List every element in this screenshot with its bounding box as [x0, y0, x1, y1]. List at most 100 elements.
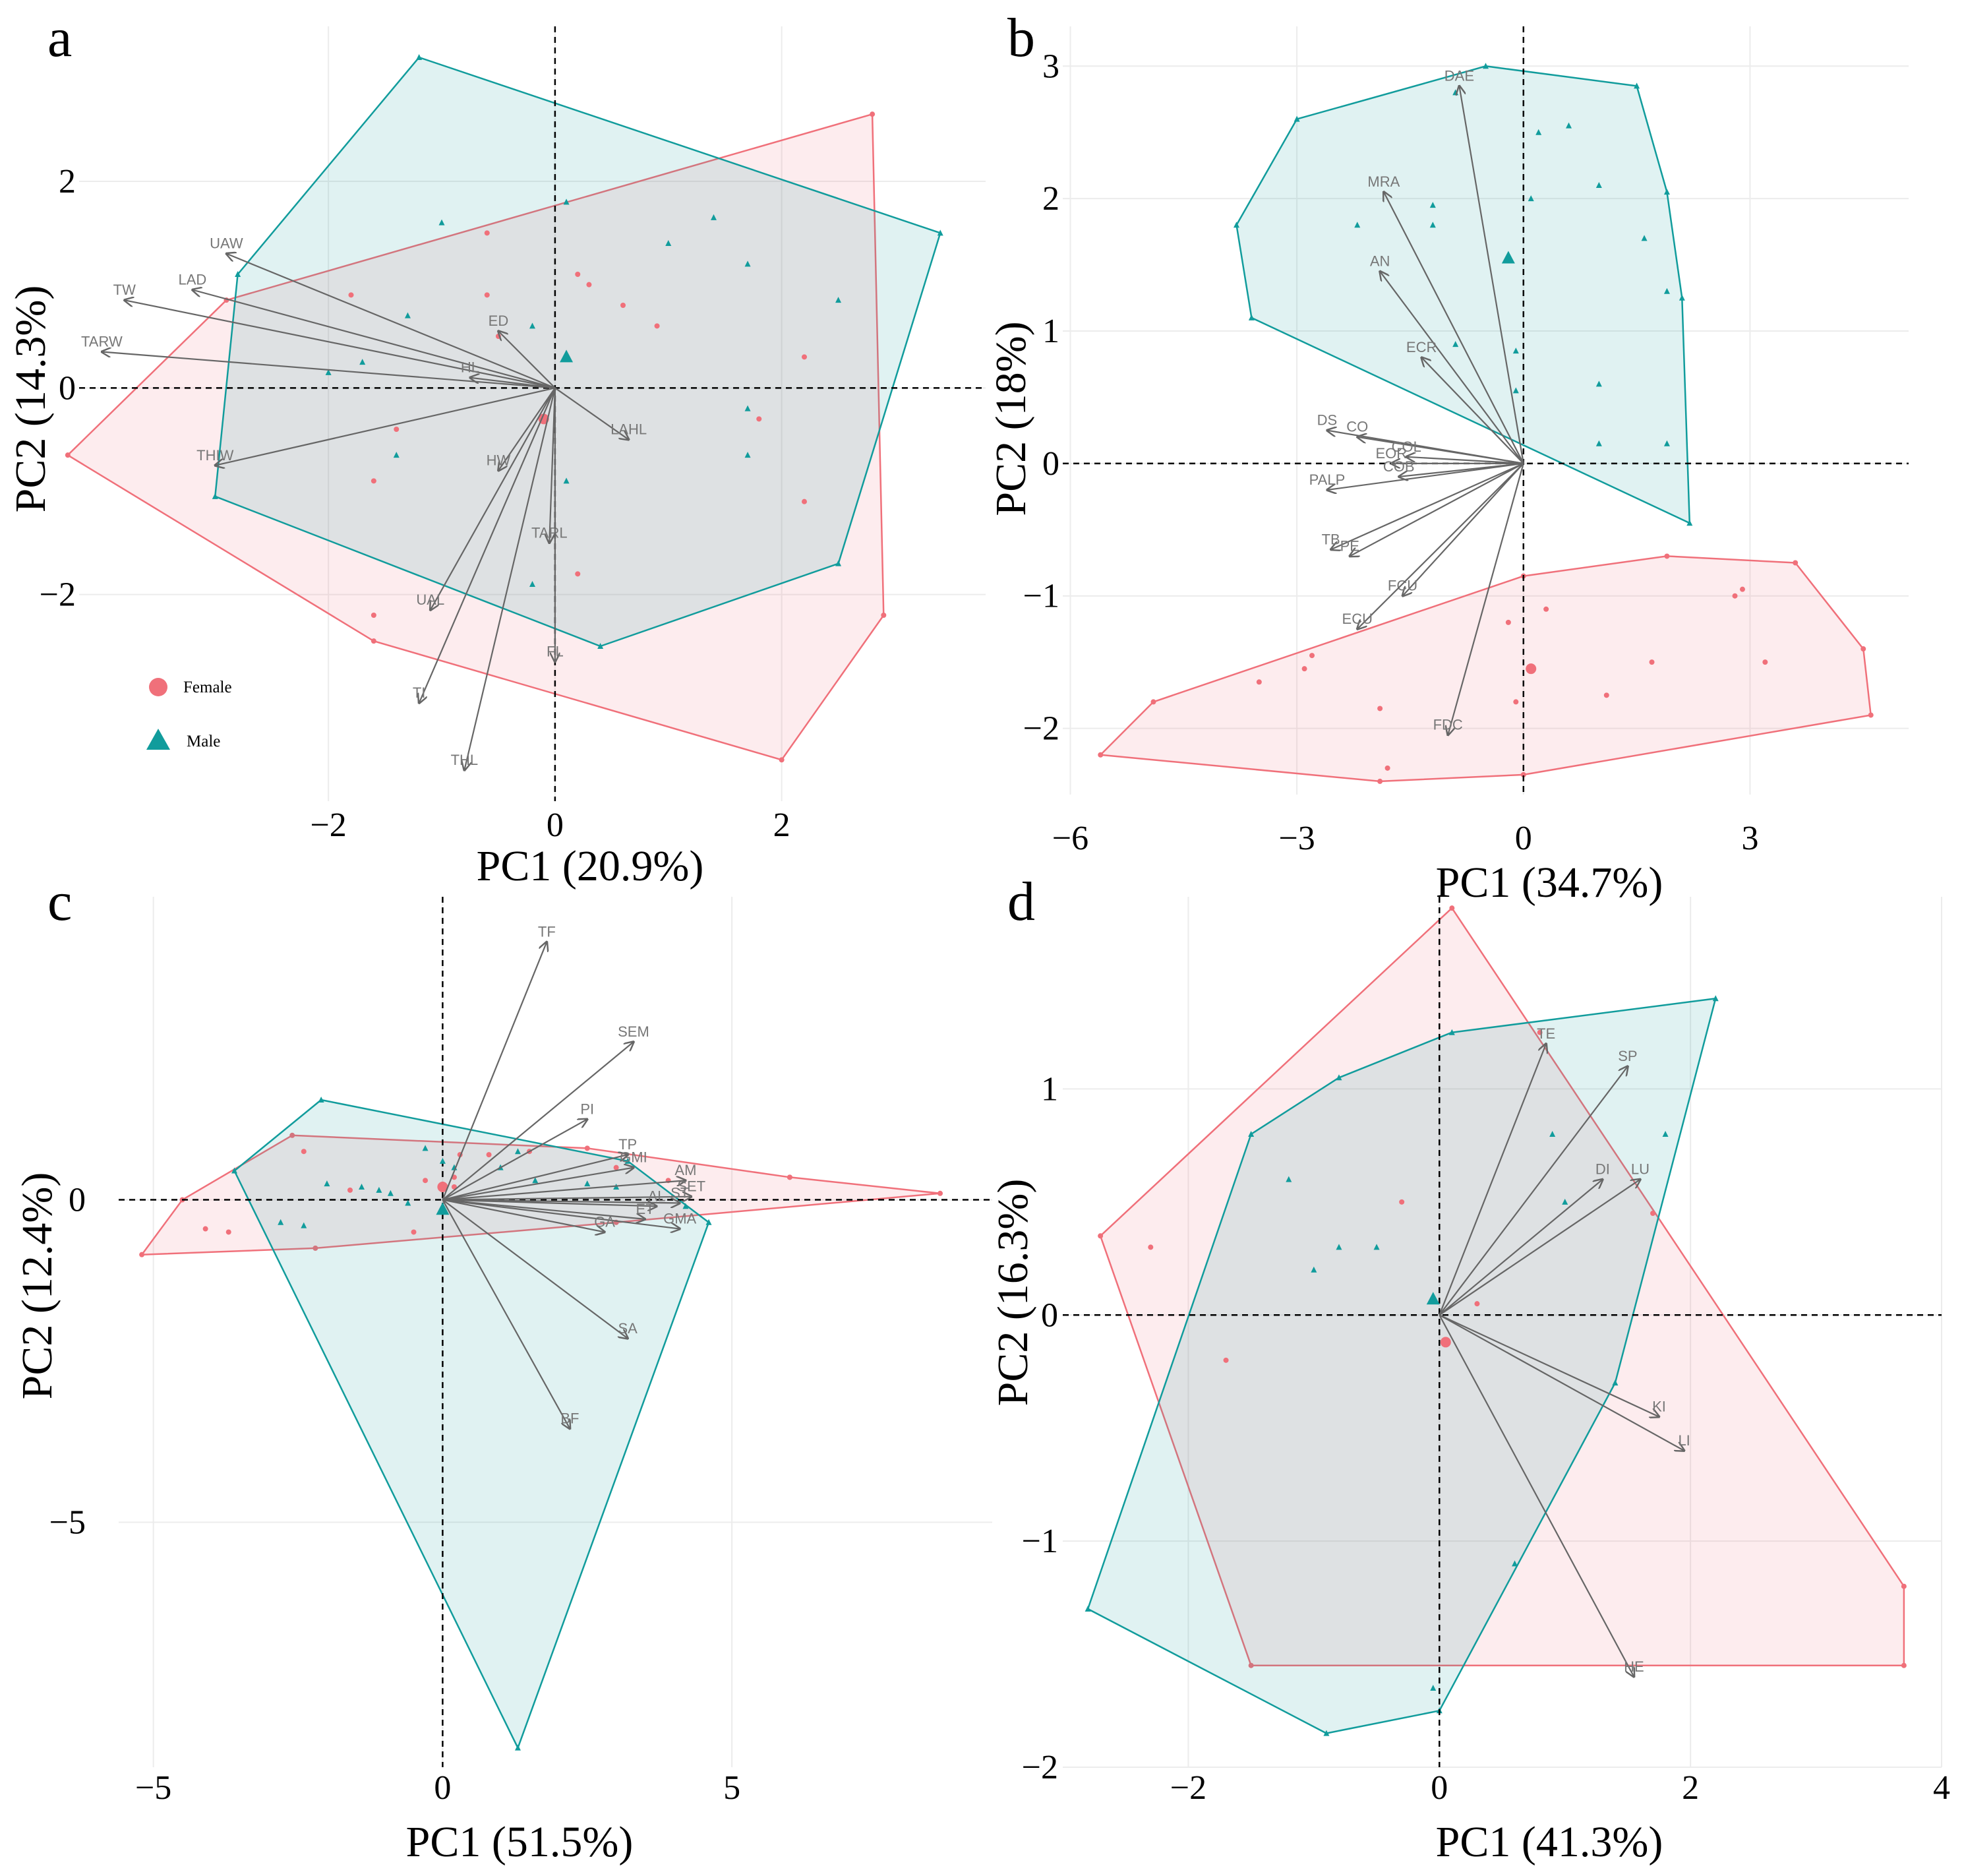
panel-c-y-tick-label: 0 — [69, 1182, 86, 1219]
panel-d-hull-vertex-female — [1098, 1233, 1104, 1239]
panel-d-point-male — [1373, 1244, 1380, 1250]
panel-a-point-female — [654, 323, 660, 329]
panel-a-x-axis-title: PC1 (20.9%) — [477, 842, 704, 890]
panel-c-hull-vertex-male — [318, 1097, 324, 1103]
panel-c-point-female — [787, 1174, 792, 1180]
panel-c-point-male — [682, 1203, 689, 1209]
panel-d-loading-arrow-ki — [1439, 1314, 1659, 1416]
panel-b-loading-label-ecr: ECR — [1406, 339, 1437, 355]
panel-d-point-male — [1336, 1244, 1342, 1250]
panel-c-point-female — [347, 1187, 353, 1193]
panel-d-loading-arrow-te — [1439, 1044, 1546, 1316]
panel-c-point-male — [376, 1186, 382, 1193]
panel-d-loading-label-li: LI — [1678, 1432, 1690, 1449]
panel-a-y-tick-label: 2 — [59, 163, 76, 200]
panel-b-point-male — [1452, 341, 1459, 348]
panel-c-loading-arrow-et — [442, 1199, 645, 1219]
panel-b-point-male — [1512, 348, 1519, 354]
panel-c-hull-vertex-male — [514, 1744, 521, 1751]
panel-d-hull-vertex-female — [1901, 1662, 1907, 1668]
panel-c-loading-label-tp: TP — [618, 1136, 637, 1153]
panel-c-point-male — [532, 1177, 539, 1184]
panel-d-y-axis-title: PC2 (16.3%) — [989, 1179, 1037, 1407]
panel-d-x-axis-title: PC1 (41.3%) — [1436, 1818, 1663, 1866]
panel-b-point-female — [1739, 586, 1745, 592]
panel-a-point-male — [563, 477, 570, 484]
panel-b-loading-label-dae: DAE — [1444, 67, 1474, 84]
panel-d-hull-vertex-female — [1248, 1662, 1254, 1668]
panel-a-loading-label-thiw: THIW — [196, 447, 233, 464]
panel-b-loading-arrow-ecu — [1357, 463, 1524, 629]
panel-c-loading-label-st: ST — [670, 1184, 689, 1201]
panel-c-point-female — [423, 1178, 429, 1184]
panel-a-loading-arrow-ed — [498, 331, 556, 389]
panel-b-loading-arrow-mra — [1384, 192, 1524, 464]
panel-d-point-male — [1430, 1685, 1437, 1691]
panel-c-x-tick-label: 5 — [723, 1769, 740, 1807]
panel-b-point-male — [1595, 182, 1602, 189]
panel-a-y-axis-title: PC2 (14.3%) — [7, 286, 55, 513]
panel-c-point-male — [387, 1190, 394, 1196]
panel-c-x-axis-title: PC1 (51.5%) — [406, 1818, 634, 1866]
panel-b-hull-vertex-female — [1520, 772, 1526, 777]
panel-c-hull-vertex-male — [705, 1219, 712, 1225]
panel-c-point-male — [278, 1219, 284, 1225]
panel-b-x-tick-label: −6 — [1052, 820, 1088, 857]
panel-b-hull-vertex-female — [1860, 646, 1866, 652]
panel-a-loading-label-lad: LAD — [178, 272, 206, 288]
panel-c-point-male — [422, 1145, 429, 1151]
panel-c-hull-vertex-female — [937, 1190, 943, 1196]
panel-d-loading-label-ki: KI — [1652, 1399, 1666, 1415]
panel-c-centroid-male — [436, 1202, 450, 1215]
panel-a-hull-vertex-male — [937, 229, 943, 236]
panel-a-point-male — [744, 452, 751, 458]
panel-b-point-male — [1528, 195, 1534, 202]
panel-b-y-tick-label: −2 — [1023, 710, 1059, 748]
panel-c-x-tick-label: −5 — [135, 1769, 171, 1807]
panel-c-loading-arrow-am — [442, 1180, 686, 1201]
panel-a-point-female — [348, 292, 354, 298]
panel-b-loading-label-mra: MRA — [1367, 173, 1400, 190]
panel-b-hull-vertex-male — [1248, 314, 1255, 320]
panel-c-point-male — [301, 1222, 307, 1228]
panel-a-point-female — [586, 282, 592, 287]
panel-c-loading-arrow-sa — [442, 1199, 628, 1339]
panel-a-legend: Female Male — [146, 678, 232, 750]
panel-b-x-tick-label: 3 — [1741, 820, 1758, 857]
panel-a-point-female — [484, 292, 490, 298]
panel-b-point-male — [1663, 287, 1670, 294]
panel-a-loading-arrow-lad — [193, 290, 556, 389]
panel-d-loading-arrow-he — [1439, 1314, 1634, 1677]
panel-b-point-male — [1429, 222, 1436, 228]
panel-d-hull-vertex-male — [1612, 1379, 1619, 1386]
panel-b-loading-label-ds: DS — [1317, 412, 1338, 429]
panel-b-point-female — [1513, 699, 1519, 705]
legend-male-marker — [146, 729, 170, 750]
panel-c-point-female — [486, 1152, 492, 1158]
panel-c-point-male — [439, 1157, 446, 1164]
panel-b-loading-arrow-fcu — [1402, 463, 1524, 596]
panel-c-loading-arrow-set — [442, 1197, 691, 1200]
panel-a-point-female — [575, 272, 581, 277]
panel-b-loading-arrow-pe — [1350, 462, 1524, 557]
panel-a-point-male — [393, 452, 400, 458]
panel-a-point-female — [371, 613, 376, 618]
panel-c-loading-label-set: SET — [677, 1178, 705, 1195]
panel-c-loading-arrow-pi — [442, 1119, 587, 1201]
panel-d-x-tick-label: −2 — [1170, 1769, 1206, 1807]
panel-d-point-female — [1223, 1357, 1229, 1363]
panel-d-loading-arrow-li — [1439, 1314, 1684, 1451]
panel-b-loading-label-pe: PE — [1340, 537, 1359, 554]
panel-b-hull-vertex-female — [1868, 712, 1874, 718]
panel-b-y-tick-label: 2 — [1042, 180, 1059, 218]
panel-a-y-tick-label: 0 — [59, 369, 76, 407]
panel-c-point-male — [584, 1180, 591, 1187]
panel-b-point-female — [1301, 666, 1307, 672]
panel-a-point-female — [802, 354, 807, 360]
panel-c-hull-vertex-female — [312, 1245, 318, 1251]
panel-d-point-female — [1148, 1244, 1154, 1250]
panel-c-centroid-female — [437, 1182, 448, 1192]
panel-d-loading-label-he: HE — [1624, 1658, 1644, 1675]
